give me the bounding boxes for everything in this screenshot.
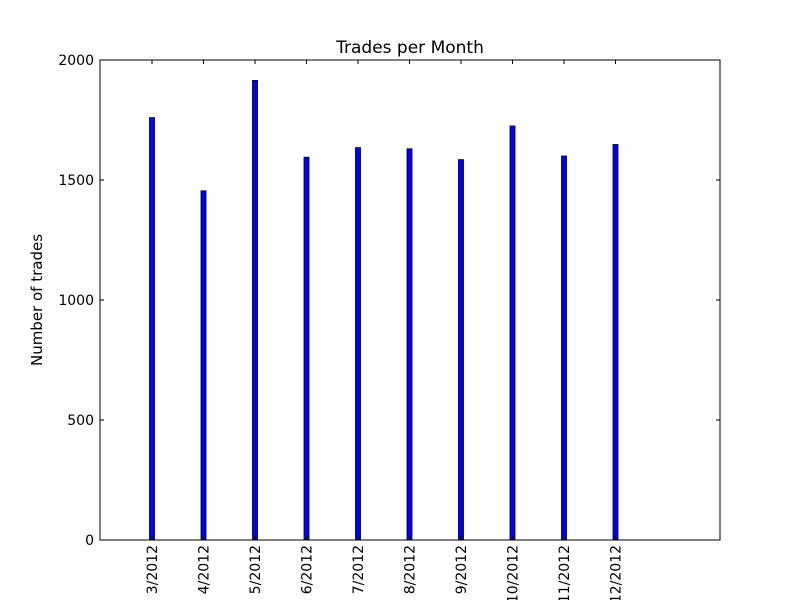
x-tick-label: 5/2012 [248, 545, 264, 594]
y-tick-label: 2000 [58, 53, 94, 69]
x-tick-label: 12/2012 [609, 545, 625, 600]
y-tick-label: 0 [85, 533, 94, 549]
x-tick-label: 6/2012 [300, 545, 316, 594]
x-tick-labels: 3/2012 4/2012 5/2012 6/2012 7/2012 8/2012 9/20… [145, 545, 625, 600]
bar-6/2012 [303, 156, 310, 541]
bar-4/2012 [200, 190, 207, 541]
bar-8/2012 [406, 148, 413, 541]
x-tick-label: 10/2012 [506, 545, 522, 600]
y-axis-label: Number of trades [28, 234, 46, 366]
bar-10/2012 [509, 125, 516, 541]
x-tick-label: 11/2012 [557, 545, 573, 600]
x-tick-label: 3/2012 [145, 545, 161, 594]
bar-12/2012 [612, 144, 619, 541]
y-tick-labels: 0 500 1000 1500 2000 [58, 53, 94, 549]
plot-frame [99, 59, 721, 541]
bar-3/2012 [149, 117, 155, 541]
x-tick-label: 9/2012 [454, 545, 470, 594]
bar-11/2012 [561, 155, 567, 541]
chart-title: Trades per Month [335, 38, 484, 58]
bar-5/2012 [252, 80, 258, 541]
bar-9/2012 [458, 159, 464, 541]
x-tick-label: 8/2012 [403, 545, 419, 594]
x-tick-label: 4/2012 [197, 545, 213, 594]
y-tick-label: 500 [67, 413, 94, 429]
y-tick-label: 1500 [58, 173, 94, 189]
x-tick-label: 7/2012 [351, 545, 367, 594]
bar-7/2012 [355, 147, 361, 541]
bar-series [149, 80, 619, 541]
y-tick-label: 1000 [58, 293, 94, 309]
